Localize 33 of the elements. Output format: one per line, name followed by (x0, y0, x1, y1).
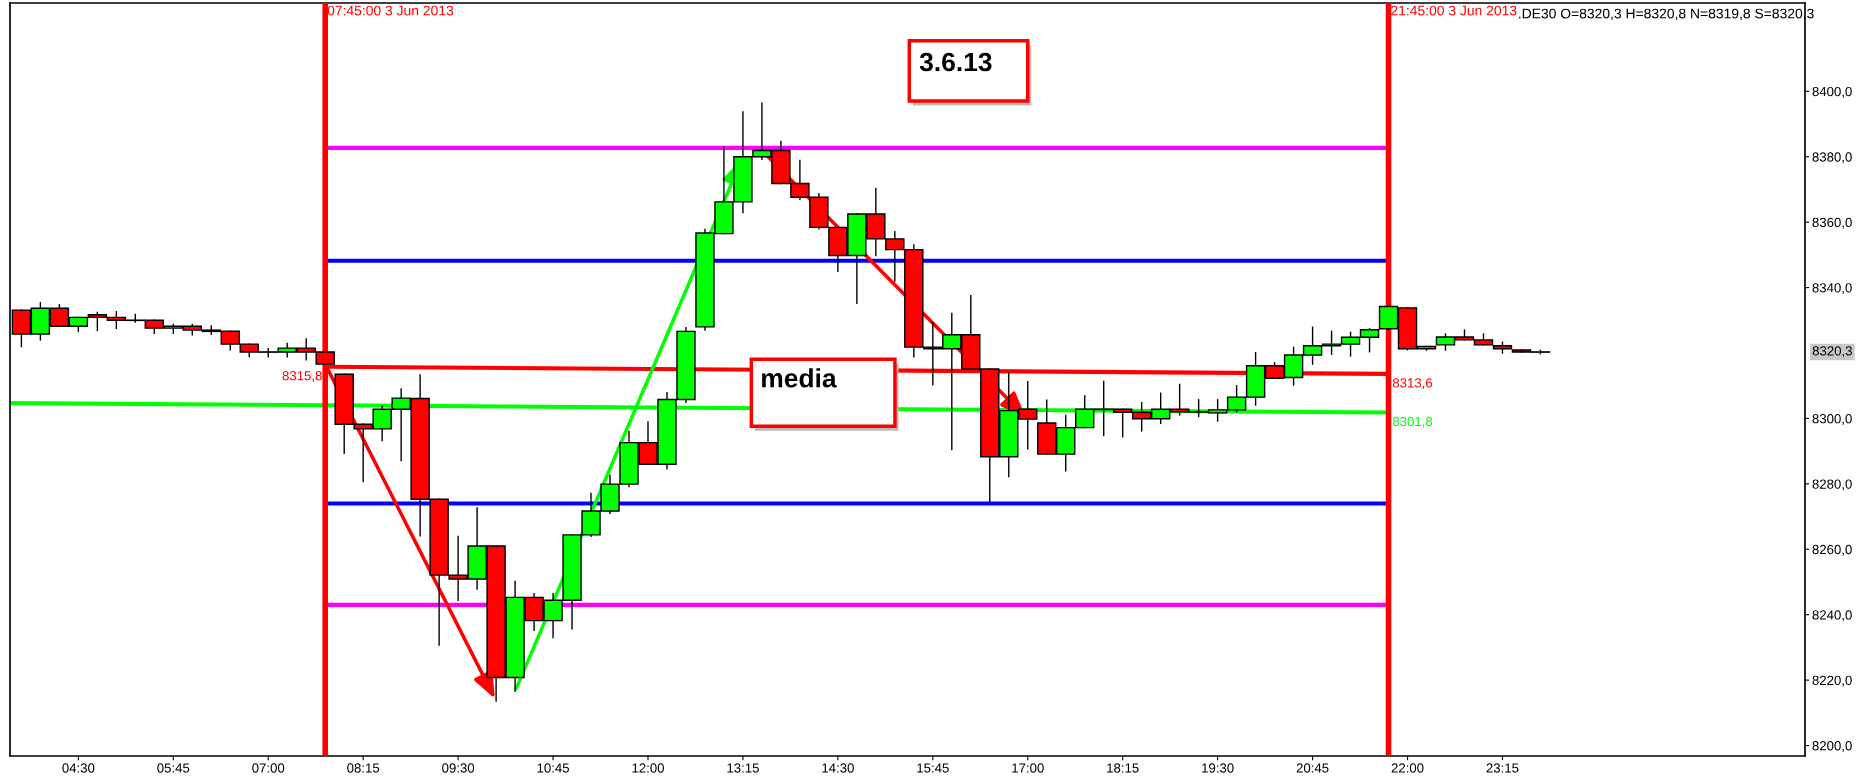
y-tick-label: 8360,0 (1812, 217, 1852, 229)
x-tick-label: 10:45 (537, 763, 570, 773)
data-label: 8315,8 (282, 371, 322, 382)
annotation: media (762, 368, 837, 388)
x-tick-label: 19:30 (1202, 763, 1234, 773)
annotation: 3.6.13 (919, 52, 992, 72)
x-tick-label: 22:00 (1391, 763, 1424, 773)
y-tick-label: 8380,0 (1812, 152, 1852, 164)
x-tick-label: 14:30 (822, 763, 854, 773)
y-tick-label: 8280,0 (1812, 479, 1852, 491)
x-tick-label: 08:15 (347, 763, 380, 773)
x-tick-label: 15:45 (917, 763, 949, 773)
y-tick-label: 8340,0 (1812, 283, 1852, 295)
y-tick-label: 8300,0 (1812, 413, 1852, 425)
y-tick-label: 8200,0 (1812, 741, 1852, 752)
y-tick-label: 8400,0 (1812, 86, 1852, 98)
text: 8320,3 (1812, 346, 1852, 358)
x-tick-label: 09:30 (442, 763, 475, 773)
x-tick-label: 17:00 (1012, 763, 1044, 773)
data-label: 8301,8 (1392, 416, 1433, 428)
y-tick-label: 8260,0 (1812, 544, 1852, 556)
x-tick-label: 23:15 (1486, 763, 1519, 773)
x-tick-label: 18:15 (1107, 763, 1139, 773)
x-tick-label: 04:30 (62, 763, 95, 773)
data-label: 8313,6 (1392, 378, 1433, 390)
y-tick-label: 8240,0 (1812, 610, 1852, 622)
ref-line-label: 21:45:00 3 Jun 2013 (1391, 5, 1517, 16)
x-tick-label: 20:45 (1296, 763, 1329, 773)
x-tick-label: 05:45 (157, 763, 190, 773)
x-tick-label: 13:15 (727, 763, 759, 773)
x-tick-label: 12:00 (632, 763, 664, 773)
x-tick-label: 07:00 (252, 763, 285, 773)
y-tick-label: 8220,0 (1812, 675, 1852, 687)
